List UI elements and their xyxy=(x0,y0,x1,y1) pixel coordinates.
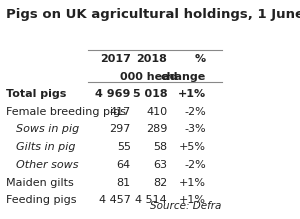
Text: Feeding pigs: Feeding pigs xyxy=(6,195,76,205)
Text: Other sows: Other sows xyxy=(16,160,79,170)
Text: 289: 289 xyxy=(146,124,167,134)
Text: change: change xyxy=(160,72,206,82)
Text: Pigs on UK agricultural holdings, 1 June: Pigs on UK agricultural holdings, 1 June xyxy=(6,8,300,21)
Text: 4 969: 4 969 xyxy=(95,89,131,99)
Text: %: % xyxy=(195,54,206,64)
Text: +1%: +1% xyxy=(178,89,206,99)
Text: 64: 64 xyxy=(117,160,131,170)
Text: 4 514: 4 514 xyxy=(135,195,167,205)
Text: Sows in pig: Sows in pig xyxy=(16,124,80,134)
Text: -2%: -2% xyxy=(184,160,206,170)
Text: 000 head: 000 head xyxy=(120,72,178,82)
Text: Maiden gilts: Maiden gilts xyxy=(6,178,74,188)
Text: 81: 81 xyxy=(117,178,131,188)
Text: 4 457: 4 457 xyxy=(99,195,131,205)
Text: -3%: -3% xyxy=(184,124,206,134)
Text: 63: 63 xyxy=(153,160,167,170)
Text: 82: 82 xyxy=(153,178,167,188)
Text: 410: 410 xyxy=(146,107,167,117)
Text: +1%: +1% xyxy=(179,178,206,188)
Text: 58: 58 xyxy=(153,142,167,152)
Text: Total pigs: Total pigs xyxy=(6,89,66,99)
Text: Female breeding pigs: Female breeding pigs xyxy=(6,107,126,117)
Text: +5%: +5% xyxy=(179,142,206,152)
Text: 2017: 2017 xyxy=(100,54,131,64)
Text: 2018: 2018 xyxy=(136,54,167,64)
Text: +1%: +1% xyxy=(179,195,206,205)
Text: 55: 55 xyxy=(117,142,131,152)
Text: 417: 417 xyxy=(110,107,131,117)
Text: 5 018: 5 018 xyxy=(133,89,167,99)
Text: Source: Defra: Source: Defra xyxy=(150,201,222,211)
Text: -2%: -2% xyxy=(184,107,206,117)
Text: Gilts in pig: Gilts in pig xyxy=(16,142,76,152)
Text: 297: 297 xyxy=(110,124,131,134)
